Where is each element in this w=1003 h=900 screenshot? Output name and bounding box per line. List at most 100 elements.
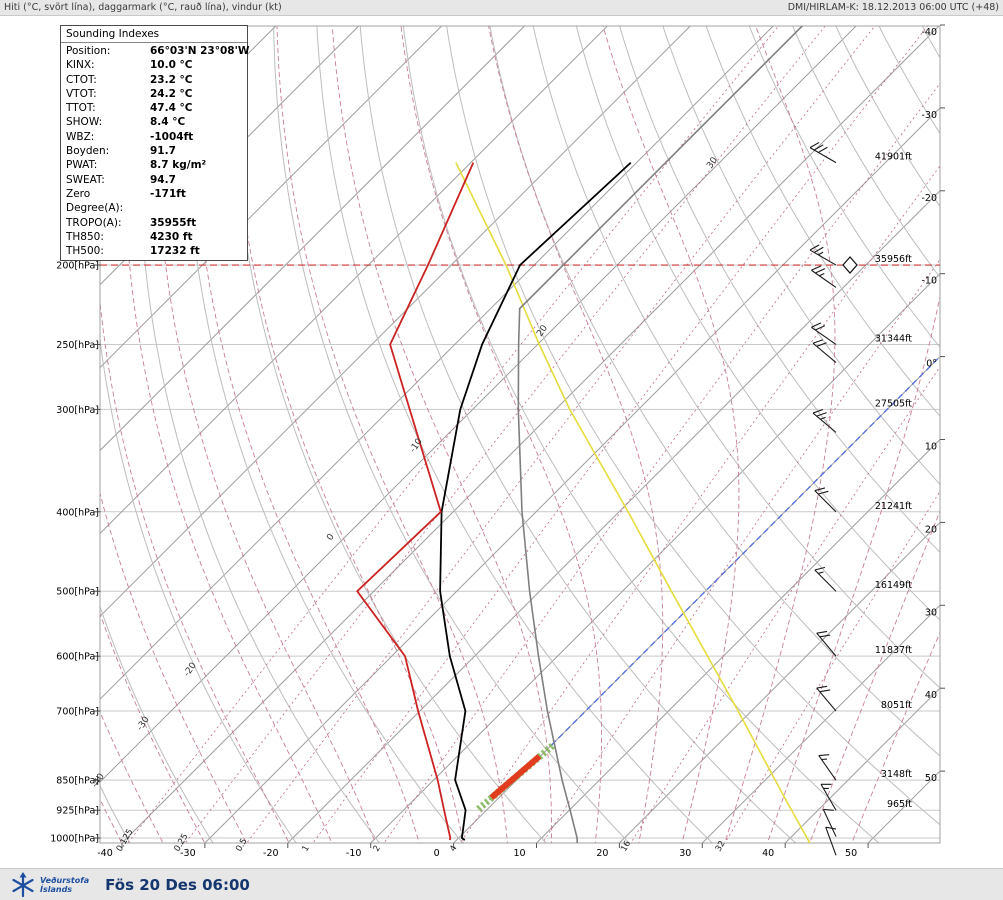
index-value: 35955ft <box>150 216 197 229</box>
index-row: Zero Degree(A): -171ft <box>61 187 247 216</box>
altitude-label: 3148ft <box>881 769 912 780</box>
index-value: 17232 ft <box>150 245 200 258</box>
wind-barb-icon <box>809 244 837 266</box>
mixing-ratio-label: 16 <box>619 839 633 853</box>
index-value: 10.0 °C <box>150 59 193 72</box>
mixing-ratio-label: 32 <box>714 839 728 853</box>
index-row: SWEAT: 94.7 <box>61 173 247 187</box>
profiles <box>100 26 940 843</box>
altitude-label: 8051ft <box>881 700 912 711</box>
wind-barb-icon <box>816 630 837 657</box>
pressure-label: 1000[hPa] <box>50 834 99 845</box>
pressure-label: 600[hPa] <box>56 652 99 663</box>
pressure-label: 300[hPa] <box>56 405 99 416</box>
pressure-label: 925[hPa] <box>56 806 99 817</box>
index-label: TH500: <box>66 245 104 258</box>
index-value: 47.4 °C <box>150 102 193 115</box>
index-label: WBZ: <box>66 130 95 143</box>
footer-bar: Veðurstofa Íslands Fös 20 Des 06:00 <box>0 868 1003 900</box>
temp-right-label: 40 <box>925 690 937 701</box>
adiabat-label: -20 <box>182 661 199 679</box>
index-row: TROPO(A): 35955ft <box>61 216 247 230</box>
icing-layer-red <box>489 754 542 800</box>
wind-barb-icon <box>814 566 837 592</box>
temp-right-label: 30 <box>925 607 937 618</box>
header-bar: Hiti (°C, svört lína), daggarmark (°C, r… <box>0 0 1003 16</box>
altitude-label: 965ft <box>887 799 912 810</box>
temp-right-label: 50 <box>925 773 937 784</box>
adiabat-label: 30 <box>705 155 720 170</box>
vedurstofa-logo-icon <box>12 871 34 897</box>
index-row: Position: 66°03'N 23°08'W <box>61 44 249 58</box>
index-label: SWEAT: <box>66 173 105 186</box>
wind-barb-icon <box>816 685 837 712</box>
pressure-label: 500[hPa] <box>56 587 99 598</box>
wind-barb-icon <box>820 783 837 811</box>
mixing-ratio-label: 0.5 <box>234 837 249 854</box>
index-row: TTOT: 47.4 °C <box>61 101 247 115</box>
temp-bottom-label: 40 <box>762 848 774 859</box>
index-label: KINX: <box>66 59 95 72</box>
altitude-label: 41901ft <box>875 152 912 163</box>
index-label: Boyden: <box>66 145 110 158</box>
wind-barb-icon <box>825 826 837 856</box>
altitude-label: 21241ft <box>875 501 912 512</box>
index-row: WBZ: -1004ft <box>61 130 247 144</box>
temp-bottom-label: -40 <box>97 848 113 859</box>
plot-border <box>99 25 941 844</box>
mixing-ratio-label: 2 <box>372 844 383 854</box>
footer-datetime: Fös 20 Des 06:00 <box>105 875 250 894</box>
org-name-line1: Veðurstofa <box>40 875 90 885</box>
temp-bottom-label: -10 <box>346 848 362 859</box>
adiabat-label: -30 <box>135 715 152 733</box>
icing-layer-green <box>476 742 556 812</box>
index-value: 94.7 <box>150 173 176 186</box>
yellow-curve <box>455 162 811 843</box>
altitude-label: 35956ft <box>875 254 912 265</box>
adiabat-label: -40 <box>90 772 107 790</box>
wind-barb-icon <box>814 487 837 513</box>
temp-bottom-label: 10 <box>513 848 525 859</box>
index-value: 8.4 °C <box>150 116 186 129</box>
temp-right-label: -30 <box>921 110 937 121</box>
altitude-label: 16149ft <box>875 580 912 591</box>
index-value: 8.7 kg/m² <box>150 159 207 172</box>
index-row: CTOT: 23.2 °C <box>61 73 247 87</box>
index-value: 24.2 °C <box>150 87 193 100</box>
sounding-indexes-rows: Position: 66°03'N 23°08'W KINX: 10.0 °C CTOT… <box>61 43 249 260</box>
temp-right-label: -40 <box>921 27 937 38</box>
index-row: VTOT: 24.2 °C <box>61 87 247 101</box>
temp-bottom-label: 50 <box>845 848 857 859</box>
index-label: SHOW: <box>66 116 103 129</box>
temp-right-label: -10 <box>921 276 937 287</box>
index-label: PWAT: <box>66 159 98 172</box>
dewpoint-curve <box>356 162 475 841</box>
temp-right-label: 20 <box>925 524 937 535</box>
mixing-ratio-label: 0.125 <box>115 827 136 853</box>
wind-barb-icon <box>811 322 837 345</box>
temp-bottom-label: -20 <box>263 848 279 859</box>
temp-right-label: -20 <box>921 193 937 204</box>
temperature-curve <box>439 161 632 841</box>
org-name: Veðurstofa Íslands <box>40 876 89 894</box>
index-label: VTOT: <box>66 87 97 100</box>
pressure-gridlines <box>100 264 940 839</box>
altitude-label: 11837ft <box>875 645 912 656</box>
temp-bottom-label: 20 <box>596 848 608 859</box>
org-name-line2: Íslands <box>40 884 73 894</box>
pressure-label: 400[hPa] <box>56 507 99 518</box>
pressure-label: 200[hPa] <box>56 261 99 272</box>
index-row: PWAT: 8.7 kg/m² <box>61 158 247 172</box>
header-left-label: Hiti (°C, svört lína), daggarmark (°C, r… <box>4 2 282 13</box>
index-value: -1004ft <box>150 130 194 143</box>
adiabat-label: 20 <box>535 323 550 338</box>
index-label: Zero Degree(A): <box>66 187 124 215</box>
axis-labels: 200[hPa] 250[hPa] 300[hPa] 400[hPa] 500[hPa]… <box>50 24 945 859</box>
wind-barb-icon <box>809 141 837 164</box>
index-row: TH500: 17232 ft <box>61 244 247 258</box>
index-label: TTOT: <box>66 102 96 115</box>
index-label: TROPO(A): <box>66 216 122 229</box>
index-row: SHOW: 8.4 °C <box>61 115 247 129</box>
sounding-indexes-title: Sounding Indexes <box>61 26 247 43</box>
